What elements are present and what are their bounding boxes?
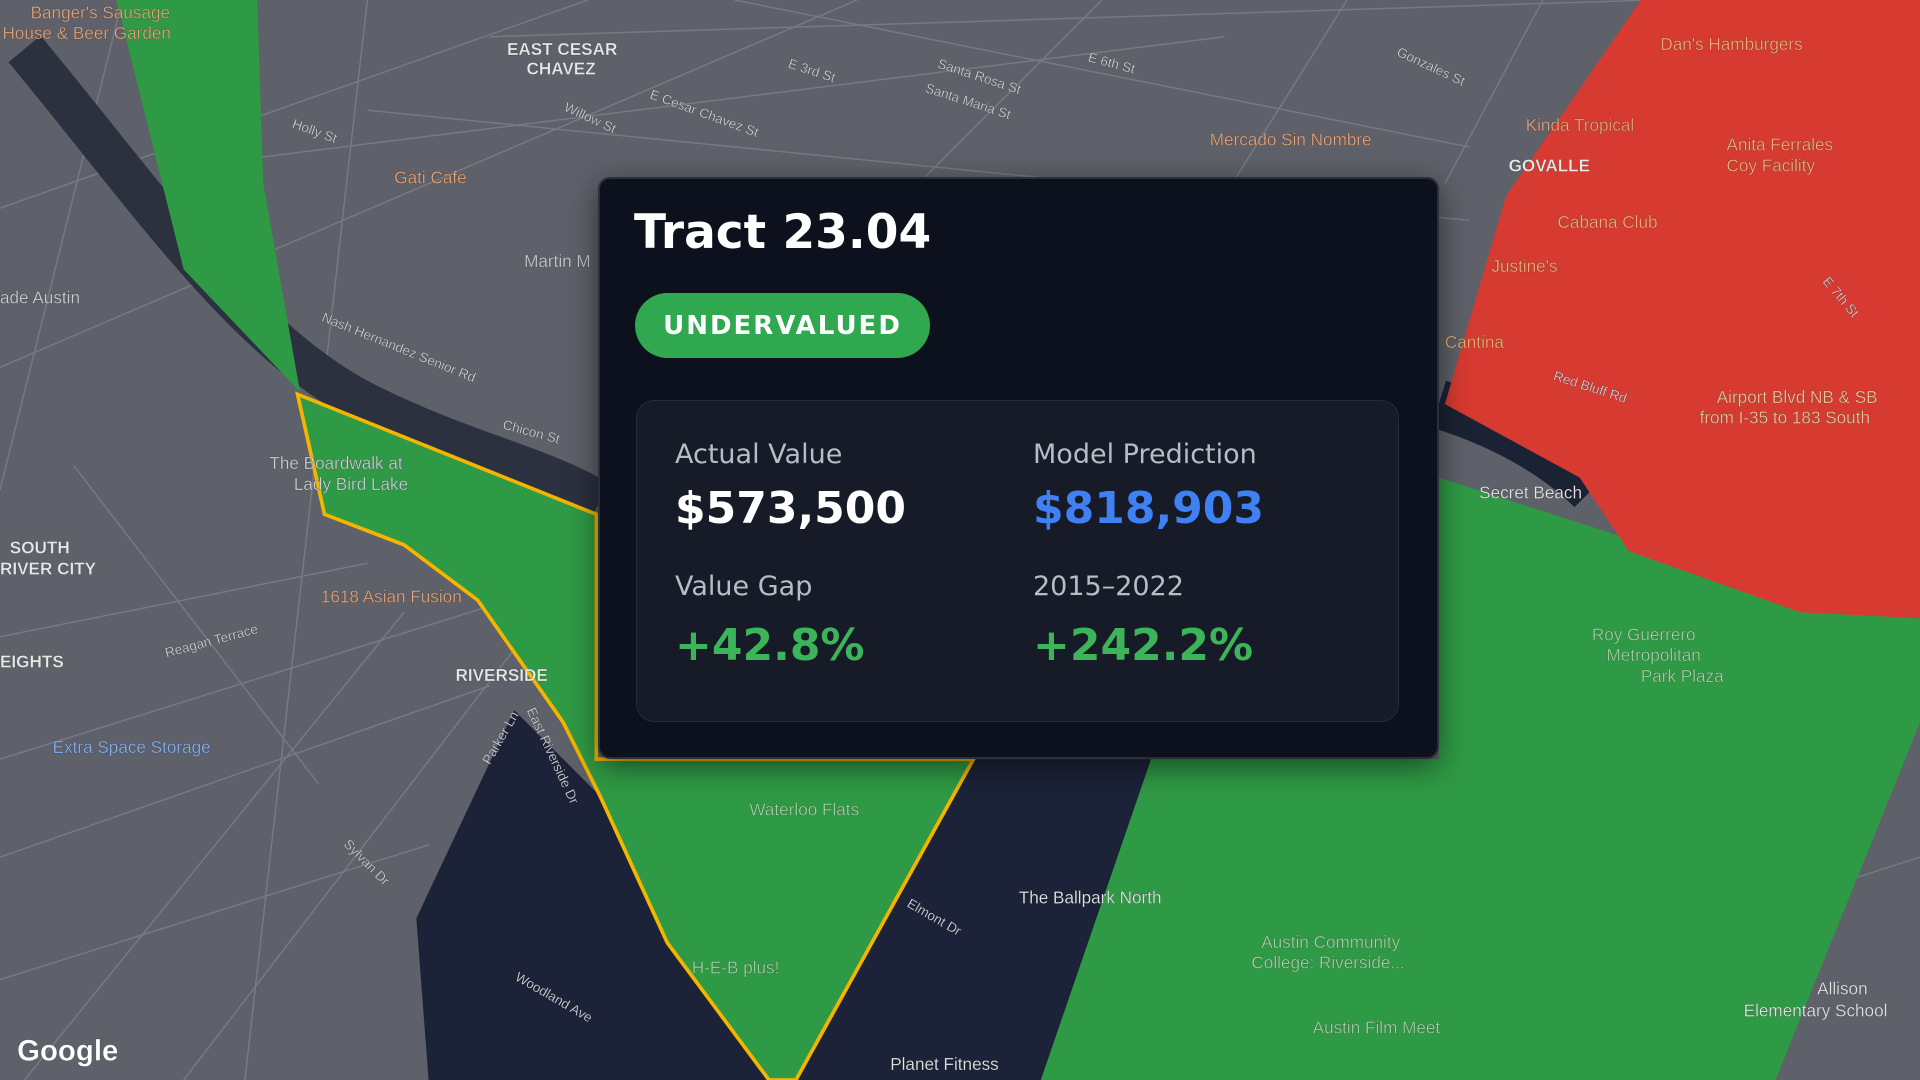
place-label: from I-35 to 183 South [1700, 408, 1870, 428]
place-label: Park Plaza [1641, 666, 1724, 686]
status-badge: UNDERVALUED [635, 293, 930, 358]
metric-label: Value Gap [675, 571, 813, 602]
place-label: Cantina [1445, 332, 1505, 352]
place-label: Kinda Tropical [1526, 115, 1635, 135]
metric-value: +242.2% [1033, 620, 1254, 671]
place-label: Austin Film Meet [1313, 1017, 1441, 1037]
metric-value: +42.8% [675, 620, 865, 671]
metrics-panel: Actual Value $573,500 Model Prediction $… [636, 400, 1399, 722]
tract-area[interactable] [1040, 477, 1920, 1080]
place-label: H-E-B plus! [692, 957, 780, 977]
place-label: 1618 Asian Fusion [321, 586, 462, 606]
tract-area[interactable] [416, 710, 772, 1080]
place-label: RIVERSIDE [456, 665, 548, 685]
place-label: Anita Ferrales [1727, 135, 1834, 155]
popup-title: Tract 23.04 [634, 205, 932, 260]
place-label: Roy Guerrero [1592, 624, 1696, 644]
place-label: Dan's Hamburgers [1660, 34, 1802, 54]
metric-label: Actual Value [675, 439, 843, 470]
place-label: Planet Fitness [890, 1054, 999, 1074]
map-attribution: Google [17, 1034, 118, 1067]
place-label: CHAVEZ [527, 59, 596, 79]
place-label: Elementary School [1744, 1000, 1888, 1020]
place-label: Austin Community [1261, 932, 1400, 952]
place-label: Banger's Sausage [31, 2, 170, 22]
place-label: Mercado Sin Nombre [1210, 130, 1372, 150]
metric-value: $818,903 [1033, 483, 1265, 534]
place-label: The Boardwalk at [269, 453, 403, 473]
place-label: House & Beer Garden [2, 23, 171, 43]
place-label: The Ballpark North [1019, 888, 1162, 908]
tract-area[interactable] [116, 0, 300, 392]
river [8, 35, 611, 521]
place-label: Waterloo Flats [749, 800, 859, 820]
place-label: Airport Blvd NB & SB [1717, 387, 1878, 407]
metric-label: 2015–2022 [1033, 571, 1184, 602]
place-label: EIGHTS [0, 651, 64, 671]
place-label: Metropolitan [1607, 645, 1701, 665]
place-label: RIVER CITY [0, 558, 97, 578]
place-label: Secret Beach [1479, 482, 1582, 502]
place-label: Extra Space Storage [53, 737, 211, 757]
place-label: Martin M [524, 251, 591, 271]
place-label: GOVALLE [1509, 155, 1591, 175]
place-label: Gati Cafe [394, 168, 466, 188]
metric-value: $573,500 [675, 483, 907, 534]
place-label: ade Austin [0, 288, 80, 308]
tract-popup: Tract 23.04 UNDERVALUED Actual Value $57… [598, 177, 1439, 759]
place-label: Coy Facility [1727, 155, 1816, 175]
selected-tract[interactable] [294, 391, 977, 1080]
tract-area[interactable] [795, 759, 1152, 1080]
place-label: SOUTH [10, 537, 70, 557]
place-label: Justine's [1491, 256, 1557, 276]
place-label: Allison [1817, 978, 1867, 998]
tract-area[interactable] [1444, 0, 1920, 619]
place-label: Lady Bird Lake [294, 474, 408, 494]
place-label: Cabana Club [1558, 212, 1658, 232]
place-label: College: Riverside... [1251, 953, 1404, 973]
metric-label: Model Prediction [1033, 439, 1257, 470]
place-label: EAST CESAR [507, 39, 618, 59]
